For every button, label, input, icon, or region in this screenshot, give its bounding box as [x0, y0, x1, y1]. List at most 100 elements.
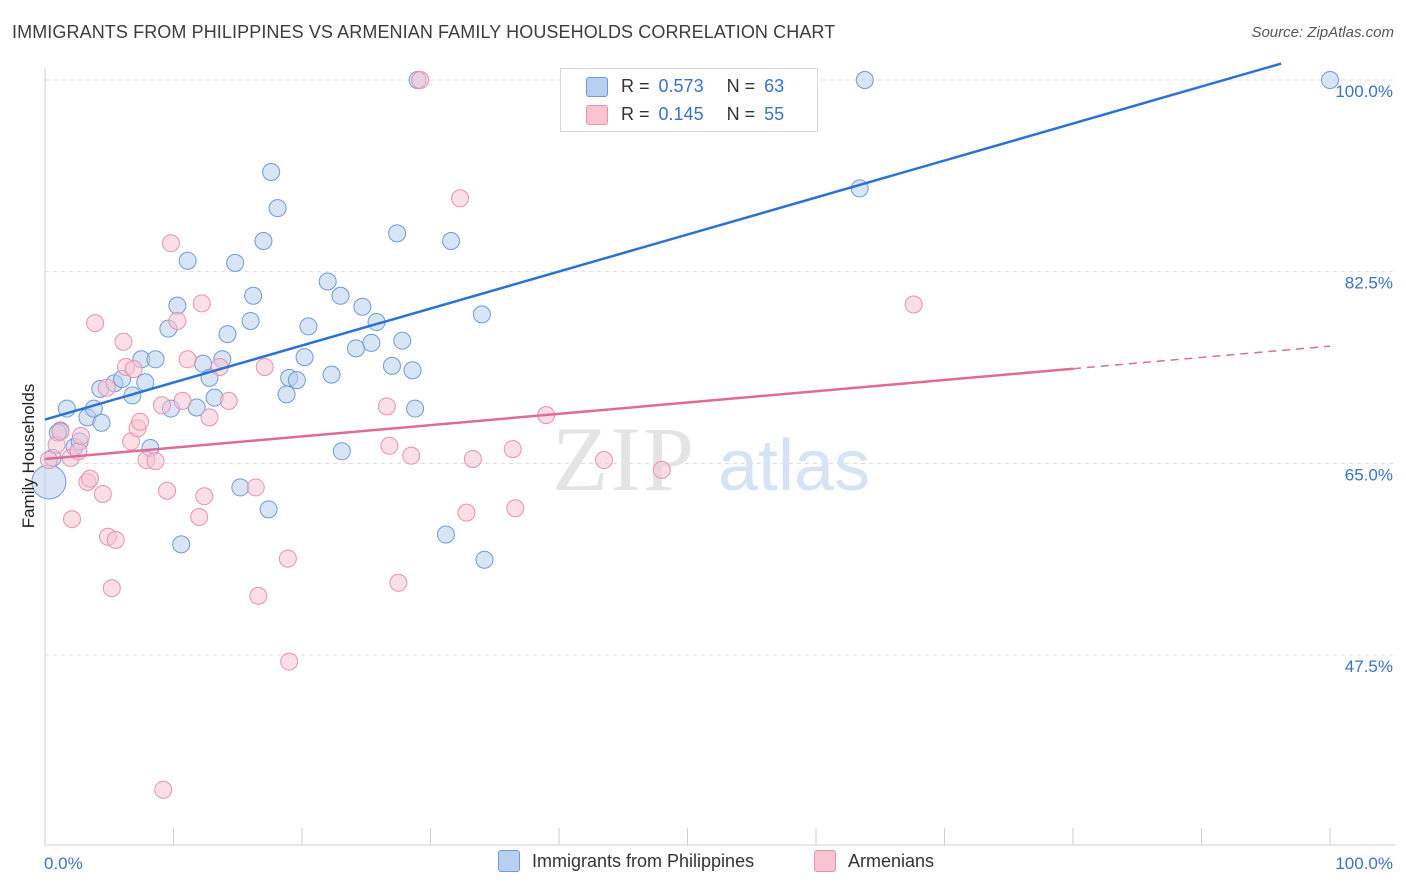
trend-layer: [44, 62, 1331, 461]
philippines-point: [855, 71, 874, 89]
philippines-point: [92, 413, 111, 432]
philippines-point: [231, 478, 250, 497]
armenians-point: [506, 499, 525, 518]
philippines-point: [332, 442, 351, 461]
philippines-point: [403, 361, 422, 380]
armenians-point: [451, 189, 470, 208]
philippines-point: [388, 224, 407, 243]
armenians-point: [86, 314, 105, 333]
legend-swatch-pink: [814, 850, 836, 872]
armenians-point: [154, 780, 173, 799]
chart-title: IMMIGRANTS FROM PHILIPPINES VS ARMENIAN …: [12, 22, 836, 42]
philippines-point: [382, 356, 401, 375]
armenians-point: [280, 652, 299, 671]
armenians-point: [51, 422, 70, 441]
armenians-point: [402, 446, 421, 465]
philippines-point: [218, 325, 237, 344]
legend-text-philippines: R = 0.573 N = 63: [621, 76, 784, 97]
philippines-point: [353, 297, 372, 316]
source-label: Source: ZipAtlas.com: [1251, 24, 1394, 41]
philippines-point: [472, 305, 491, 324]
watermark-zip: ZIP: [552, 408, 696, 510]
philippines-point: [362, 333, 381, 352]
armenians-point: [200, 408, 219, 427]
armenians-point: [178, 350, 197, 369]
armenians-point: [389, 573, 408, 592]
tick-layer: 47.5% 65.0% 82.5% 100.0% 0.0% 100.0%: [44, 82, 1393, 873]
philippines-point: [241, 311, 260, 330]
philippines-point: [346, 339, 365, 358]
philippines-point: [299, 317, 318, 336]
armenians-point: [97, 378, 116, 397]
philippines-point: [262, 163, 281, 181]
legend-r-value: 0.145: [658, 103, 704, 124]
armenians-point: [246, 478, 265, 497]
armenians-point: [62, 510, 81, 529]
armenians-point: [377, 397, 396, 416]
y-tick-label: 65.0%: [1345, 465, 1393, 484]
armenians-point: [411, 71, 430, 89]
legend-label-armenians: Armenians: [848, 850, 935, 871]
armenians-point: [131, 412, 150, 431]
legend-swatch-blue: [586, 77, 608, 97]
philippines-point: [146, 350, 165, 369]
armenians-point: [146, 452, 165, 471]
armenians-point: [161, 234, 180, 253]
philippines-point: [178, 251, 197, 270]
legend-item-philippines: Immigrants from Philippines: [498, 850, 754, 872]
series-legend: Immigrants from Philippines Armenians: [0, 850, 1406, 880]
armenians-point: [71, 426, 90, 445]
armenians-point: [102, 579, 121, 598]
legend-swatch-blue: [498, 850, 520, 872]
philippines-point: [226, 253, 245, 272]
philippines-point: [268, 199, 287, 218]
philippines-point: [331, 286, 350, 305]
correlation-legend: R = 0.573 N = 63 R = 0.145 N = 55: [560, 68, 818, 132]
philippines-point: [168, 296, 187, 315]
armenians-point: [904, 295, 923, 314]
armenians-trend-line: [44, 367, 1074, 461]
grid-layer: [45, 79, 1395, 656]
legend-text-armenians: R = 0.145 N = 55: [621, 104, 784, 125]
philippines-point: [1321, 71, 1339, 89]
philippines-trend-line: [44, 62, 1282, 421]
armenians-point: [594, 451, 613, 470]
legend-n-value: 55: [764, 103, 785, 124]
legend-n-label: N =: [726, 103, 756, 124]
legend-r-label: R =: [621, 103, 650, 124]
x-tick-label: 100.0%: [1335, 854, 1393, 873]
armenians-point: [152, 396, 171, 415]
armenians-point: [195, 487, 214, 506]
armenians-point: [124, 360, 143, 379]
armenians-point: [80, 469, 99, 488]
armenians-point: [106, 531, 125, 549]
philippines-point: [393, 331, 412, 350]
armenians-trend-line-extension: [1072, 345, 1331, 370]
watermark: ZIP atlas: [552, 408, 870, 510]
armenians-point: [463, 449, 482, 468]
legend-n-label: N =: [726, 75, 756, 96]
y-tick-label: 100.0%: [1335, 82, 1393, 101]
x-tick-label: 0.0%: [44, 854, 83, 873]
armenians-point: [173, 391, 192, 410]
armenians-point: [457, 503, 476, 522]
armenians-point: [192, 294, 211, 313]
armenians-point: [114, 332, 133, 351]
armenians-point: [190, 508, 209, 526]
armenians-point: [39, 451, 58, 470]
armenians-point: [380, 436, 399, 455]
philippines-point: [172, 535, 191, 554]
armenians-point: [158, 481, 177, 500]
armenians-point: [93, 485, 112, 503]
y-tick-label: 47.5%: [1345, 657, 1393, 676]
legend-r-value: 0.573: [658, 75, 704, 96]
y-axis-label: Family Households: [19, 384, 38, 529]
armenians-point: [168, 311, 187, 330]
philippines-point: [287, 371, 306, 390]
series-armenians-points: [39, 71, 923, 799]
philippines-point: [442, 232, 461, 250]
armenians-point: [255, 357, 274, 376]
philippines-point: [259, 500, 278, 519]
philippines-point: [436, 525, 455, 544]
